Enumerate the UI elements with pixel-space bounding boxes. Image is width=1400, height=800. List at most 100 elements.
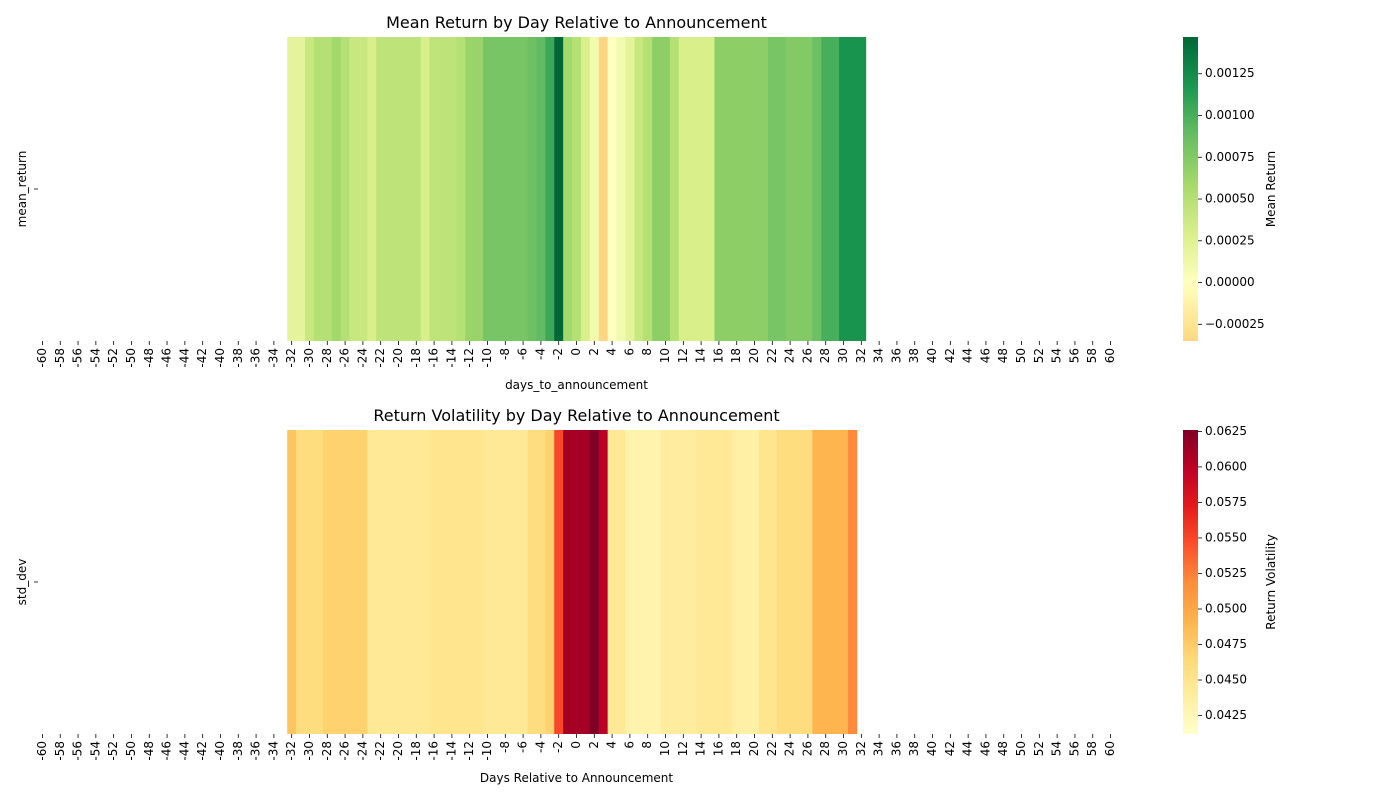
x-tick-label: 34	[872, 741, 886, 756]
heat-cell	[491, 430, 502, 734]
heat-cell	[652, 430, 662, 734]
heat-cell	[358, 430, 368, 734]
heat-cell	[821, 430, 831, 734]
heat-cell	[580, 430, 591, 734]
chart-title: Mean Return by Day Relative to Announcem…	[386, 13, 767, 32]
x-tick-label: -56	[71, 741, 85, 761]
x-tick-label: 0	[569, 741, 583, 749]
heat-cell	[580, 37, 591, 341]
heat-cell	[287, 37, 297, 341]
x-tick-label: -58	[53, 348, 67, 368]
x-tick-label: -52	[106, 741, 120, 761]
heat-cell	[661, 37, 671, 341]
heat-cell	[447, 430, 457, 734]
heat-cell	[456, 430, 466, 734]
heat-cell	[723, 430, 733, 734]
heat-cell	[358, 37, 368, 341]
x-tick-label: -48	[142, 348, 156, 368]
heat-cell	[705, 37, 715, 341]
x-tick-label: -28	[320, 348, 334, 368]
heat-cell	[376, 37, 386, 341]
x-tick-label: 30	[836, 348, 850, 363]
x-tick-label: -60	[35, 741, 49, 761]
x-tick-label: 6	[622, 348, 636, 356]
x-tick-label: -22	[373, 741, 387, 761]
x-tick-label: 56	[1067, 348, 1081, 363]
x-tick-label: -8	[498, 741, 512, 753]
x-tick-label: 4	[605, 741, 619, 749]
colorbar-label: Return Volatility	[1264, 534, 1278, 629]
colorbar-tick-label: 0.0425	[1205, 708, 1247, 722]
heat-cell	[509, 430, 520, 734]
x-tick-label: 14	[694, 741, 708, 756]
heat-cell	[385, 430, 395, 734]
heat-cell	[705, 430, 715, 734]
heat-cell	[794, 37, 804, 341]
heat-cell	[776, 37, 787, 341]
colorbar-tick-label: 0.0525	[1205, 566, 1247, 580]
heat-cell	[687, 430, 698, 734]
x-tick-label: 22	[765, 348, 779, 363]
heat-cell	[509, 37, 520, 341]
x-tick-label: 44	[961, 741, 975, 756]
heat-cell	[750, 430, 760, 734]
heat-cell	[821, 37, 831, 341]
heat-cell	[732, 430, 742, 734]
heat-cell	[678, 430, 689, 734]
heat-cell	[518, 37, 528, 341]
x-tick-label: -50	[124, 741, 138, 761]
heat-cell	[758, 37, 769, 341]
x-tick-label: -4	[533, 741, 547, 753]
colorbar-tick-label: 0.0625	[1205, 424, 1247, 438]
heat-cell	[420, 430, 431, 734]
heat-cell	[847, 37, 858, 341]
heat-cell	[812, 37, 822, 341]
heat-cell	[340, 430, 350, 734]
heat-cell	[536, 430, 546, 734]
heat-cell	[474, 430, 484, 734]
x-tick-label: -10	[480, 348, 494, 368]
heat-cell	[625, 37, 635, 341]
heat-cell	[331, 37, 342, 341]
heat-cell	[296, 37, 306, 341]
heat-cell	[287, 430, 297, 734]
x-tick-label: -18	[409, 741, 423, 761]
chart-title: Return Volatility by Day Relative to Ann…	[373, 406, 779, 425]
heat-cell	[767, 430, 778, 734]
x-tick-label: 36	[889, 741, 903, 756]
x-tick-label: 42	[943, 348, 957, 363]
heat-cell	[527, 37, 537, 341]
heat-cell	[349, 430, 359, 734]
x-tick-label: 12	[676, 348, 690, 363]
x-tick-label: 0	[569, 348, 583, 356]
x-tick-label: -54	[88, 741, 102, 761]
x-tick-label: -44	[177, 741, 191, 761]
heat-cell	[785, 37, 795, 341]
colorbar-tick-label: 0.00025	[1205, 233, 1255, 247]
x-tick-label: -48	[142, 741, 156, 761]
x-tick-label: -36	[249, 741, 263, 761]
heat-cell	[669, 37, 680, 341]
heat-cell	[696, 430, 706, 734]
heat-cell	[331, 430, 342, 734]
colorbar-label: Mean Return	[1264, 151, 1278, 227]
heat-cell	[367, 37, 377, 341]
heat-cell	[572, 37, 582, 341]
heat-cell	[305, 430, 315, 734]
x-tick-label: 52	[1032, 348, 1046, 363]
y-axis-label: mean_return	[15, 151, 29, 228]
heat-cell	[447, 37, 457, 341]
x-tick-label: -24	[355, 741, 369, 761]
heat-cell	[465, 37, 475, 341]
x-tick-label: -18	[409, 348, 423, 368]
heat-cell	[634, 37, 644, 341]
colorbar	[1183, 37, 1198, 341]
heat-cell	[741, 37, 751, 341]
heat-cell	[420, 37, 431, 341]
x-tick-label: -24	[355, 348, 369, 368]
heat-cell	[563, 37, 573, 341]
x-tick-label: 12	[676, 741, 690, 756]
heat-cell	[661, 430, 671, 734]
x-tick-label: 2	[587, 741, 601, 749]
